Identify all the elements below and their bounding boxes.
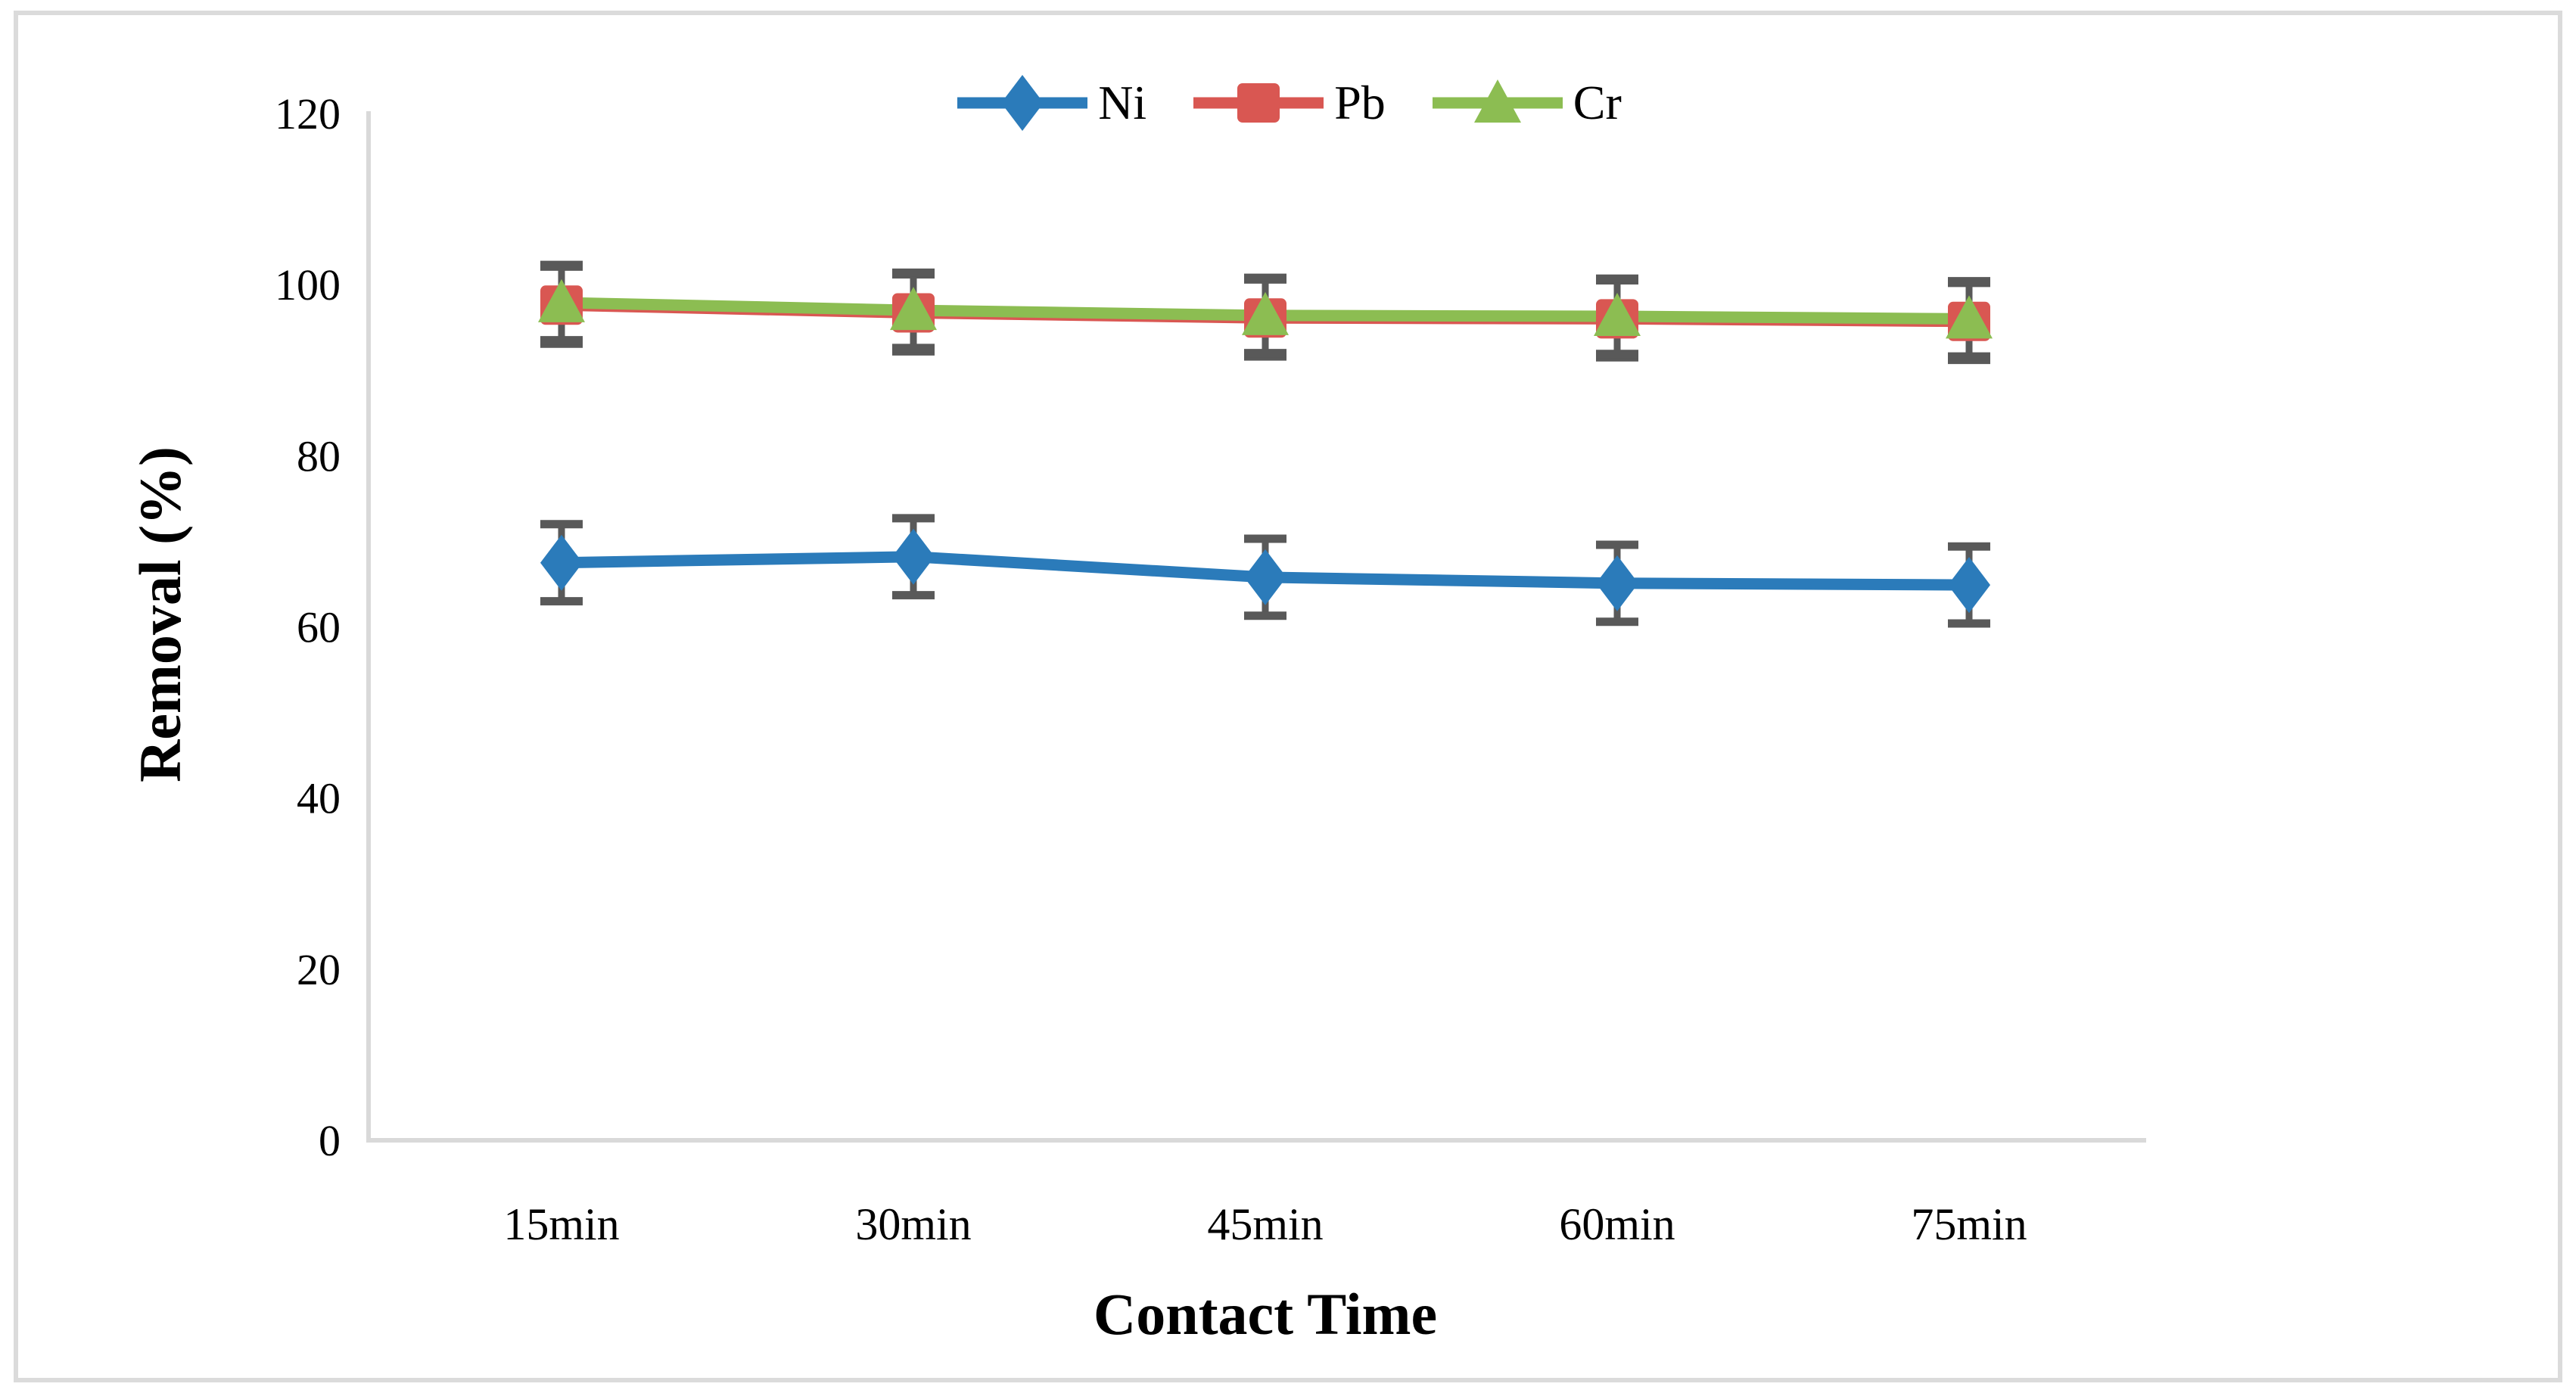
y-tick-label: 20 [297, 945, 341, 994]
legend-label: Pb [1334, 76, 1386, 129]
x-category-label: 75min [1911, 1199, 2027, 1249]
x-category-label: 30min [855, 1199, 971, 1249]
chart-legend: Ni Pb Cr [0, 65, 2576, 141]
y-tick-label: 80 [297, 431, 341, 480]
x-category-label: 15min [503, 1199, 619, 1249]
y-tick-label: 40 [297, 774, 341, 823]
legend-marker [1001, 75, 1044, 131]
legend-item-pb: Pb [1190, 65, 1386, 141]
series-marker-cr [1594, 293, 1641, 337]
x-category-label: 60min [1559, 1199, 1675, 1249]
legend-label: Ni [1098, 76, 1147, 129]
series-marker-ni [1596, 555, 1638, 611]
y-tick-label: 0 [319, 1116, 341, 1165]
y-tick-label: 60 [297, 603, 341, 652]
series-marker-cr [890, 287, 937, 331]
x-category-label: 45min [1207, 1199, 1323, 1249]
x-axis-title: Contact Time [1093, 1281, 1438, 1347]
legend-item-ni: Ni [954, 65, 1146, 141]
legend-marker [1237, 83, 1280, 123]
series-marker-ni [892, 528, 935, 585]
series-marker-ni [1948, 557, 1990, 614]
legend-triangle-icon [1432, 79, 1563, 123]
y-tick-label: 120 [275, 89, 341, 138]
series-marker-ni [1244, 549, 1286, 605]
legend-label: Cr [1573, 76, 1622, 129]
series-marker-cr [538, 278, 585, 322]
y-tick-label: 100 [275, 260, 341, 309]
series-marker-ni [540, 534, 583, 591]
legend-item-cr: Cr [1430, 65, 1622, 141]
legend-square-icon [1193, 83, 1324, 123]
series-marker-cr [1946, 295, 1993, 339]
legend-diamond-icon [957, 75, 1088, 131]
legend-marker [1473, 79, 1521, 123]
series-marker-cr [1242, 291, 1289, 335]
